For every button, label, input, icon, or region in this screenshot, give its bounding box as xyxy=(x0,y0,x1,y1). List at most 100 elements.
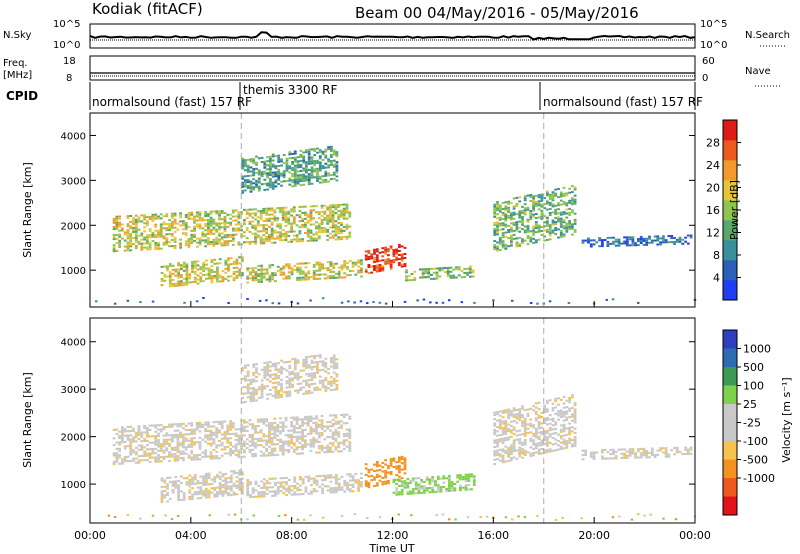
vel-echo-cell xyxy=(304,490,308,493)
vel-echo-cell xyxy=(209,436,213,439)
power-echo-cell xyxy=(179,214,182,217)
power-echo-cell xyxy=(276,225,280,228)
vel-echo-cell xyxy=(123,428,127,431)
power-echo-cell xyxy=(321,265,324,268)
vel-echo-cell xyxy=(234,447,238,450)
vel-echo-cell xyxy=(209,455,213,458)
power-echo-cell xyxy=(269,165,272,168)
power-echo-cell xyxy=(559,219,563,222)
vel-echo-cell xyxy=(298,441,302,444)
power-echo-cell xyxy=(689,234,693,237)
vel-echo-cell xyxy=(263,376,267,379)
vel-echo-cell xyxy=(315,430,318,433)
power-echo-cell xyxy=(318,267,322,270)
vel-echo-cell xyxy=(273,428,277,431)
power-echo-cell xyxy=(268,225,271,228)
power-echo-cell xyxy=(296,182,300,185)
vel-echo-cell xyxy=(571,413,574,416)
power-echo-cell xyxy=(329,212,332,215)
vel-echo-cell xyxy=(254,431,257,434)
power-echo-cell xyxy=(284,220,288,223)
vel-echo-cell xyxy=(623,454,626,457)
vel-echo-cell xyxy=(521,424,524,427)
power-echo-cell xyxy=(170,220,174,223)
power-echo-cell xyxy=(132,229,135,231)
power-echo-cell xyxy=(540,205,544,208)
vel-echo-cell xyxy=(229,485,233,488)
vel-echo-cell xyxy=(595,451,599,454)
vel-echo-cell xyxy=(270,424,274,427)
vel-echo-cell xyxy=(348,443,352,446)
vel-echo-cell xyxy=(168,451,171,454)
power-echo-cell xyxy=(148,218,152,220)
vel-echo-cell xyxy=(464,473,468,476)
power-echo-cell xyxy=(210,281,214,284)
power-echo-cell xyxy=(554,192,558,195)
vel-echo-cell xyxy=(259,454,263,457)
vel-echo-cell xyxy=(445,490,448,493)
power-echo-cell xyxy=(342,215,346,218)
vel-echo-cell xyxy=(329,446,332,449)
power-echo-cell xyxy=(288,153,292,156)
vel-echo-cell xyxy=(439,477,443,480)
velocity-colorbar-tick-label: 25 xyxy=(743,398,757,411)
vel-echo-cell xyxy=(342,413,346,416)
vel-echo-cell xyxy=(367,475,371,478)
vel-echo-cell xyxy=(248,444,252,447)
vel-echo-cell xyxy=(262,484,266,487)
power-echo-cell xyxy=(205,267,208,270)
power-echo-cell xyxy=(537,194,541,197)
power-echo-cell xyxy=(252,162,256,165)
vel-echo-cell xyxy=(292,427,296,430)
vel-echo-cell xyxy=(295,439,299,442)
vel-echo-cell xyxy=(292,435,296,438)
power-echo-cell xyxy=(678,240,682,243)
power-echo-cell xyxy=(634,244,637,247)
power-echo-cell xyxy=(291,175,294,178)
power-echo-cell xyxy=(262,238,266,241)
vel-echo-cell xyxy=(305,366,308,369)
power-echo-cell xyxy=(659,241,662,244)
power-echo-cell xyxy=(645,237,649,240)
vel-echo-cell xyxy=(496,419,499,422)
vel-echo-cell xyxy=(279,449,282,452)
vel-echo-cell xyxy=(162,455,166,458)
vel-echo-cell xyxy=(428,480,432,483)
power-echo-cell xyxy=(218,234,221,237)
power-echo-cell xyxy=(493,215,497,218)
vel-echo-cell xyxy=(292,418,296,421)
vel-echo-cell xyxy=(259,429,263,432)
power-echo-cell xyxy=(266,176,269,179)
power-echo-cell xyxy=(210,265,214,268)
power-echo-cell xyxy=(282,170,286,173)
power-echo-cell xyxy=(252,158,256,160)
power-echo-cell xyxy=(532,203,535,206)
power-echo-cell xyxy=(134,236,138,239)
power-echo-cell xyxy=(529,236,533,239)
power-echo-cell xyxy=(143,238,146,241)
vel-echo-cell xyxy=(182,456,185,459)
vel-echo-cell xyxy=(313,389,317,392)
power-echo-cell xyxy=(293,152,297,155)
power-echo-cell xyxy=(165,213,169,215)
vel-echo-cell xyxy=(320,425,324,428)
power-echo-cell xyxy=(354,261,358,264)
power-echo-cell xyxy=(460,276,464,279)
power-echo-cell xyxy=(296,160,300,163)
vel-echo-cell xyxy=(534,445,538,448)
vel-echo-cell xyxy=(504,437,508,440)
power-echo-cell xyxy=(154,215,158,218)
power-echo-cell xyxy=(260,173,264,176)
vel-echo-cell xyxy=(143,450,146,453)
power-echo-cell xyxy=(301,240,304,243)
vel-echo-cell xyxy=(291,379,294,382)
vel-echo-cell xyxy=(498,459,502,462)
power-echo-cell xyxy=(140,232,144,235)
power-echo-cell xyxy=(254,218,257,221)
power-echo-cell xyxy=(173,222,177,225)
vel-echo-cell xyxy=(274,396,278,399)
vel-echo-cell xyxy=(400,468,404,471)
vel-echo-cell xyxy=(568,409,571,412)
vel-echo-cell xyxy=(562,402,566,405)
vel-echo-cell xyxy=(384,480,387,483)
